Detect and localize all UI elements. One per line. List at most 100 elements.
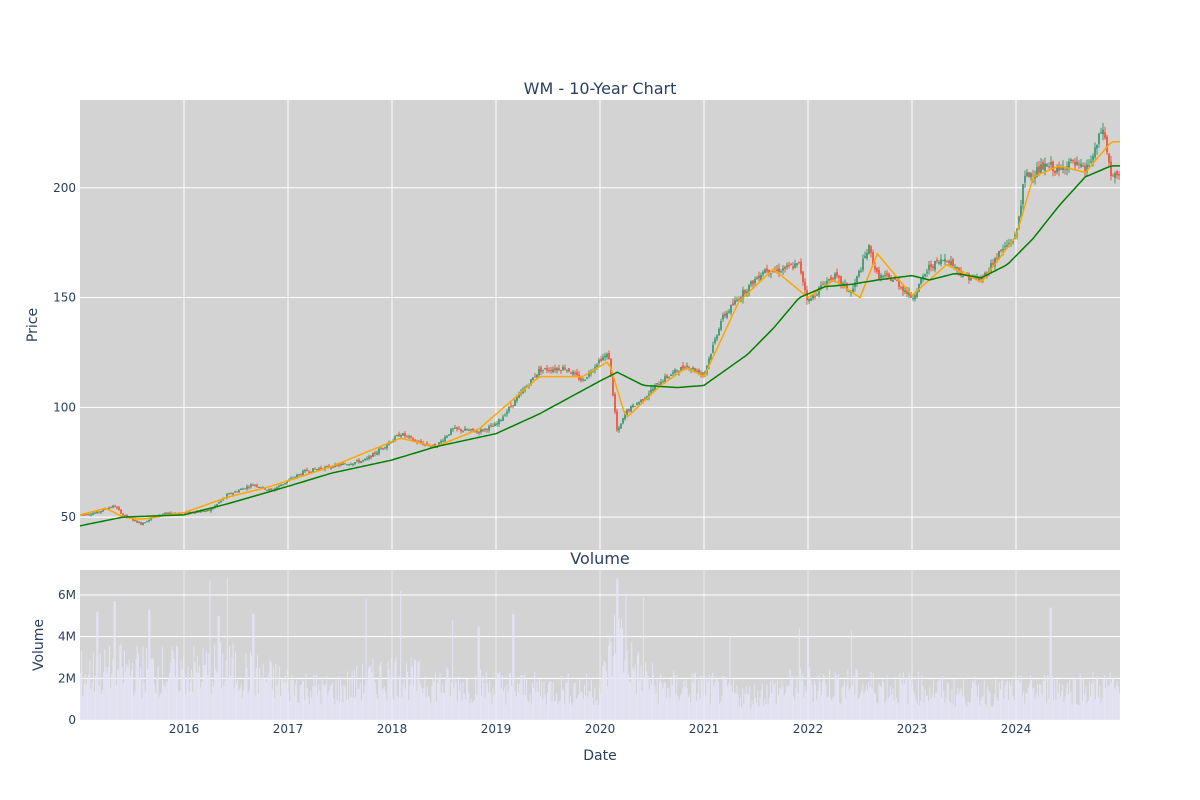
candle-body (668, 376, 670, 378)
candle-body (100, 511, 102, 513)
volume-bar (245, 653, 247, 720)
volume-bar (795, 687, 797, 720)
volume-bar (274, 697, 276, 720)
volume-bar (826, 698, 828, 720)
volume-bar (206, 651, 207, 720)
candle-body (506, 411, 508, 415)
volume-x-axis-title: Date (583, 748, 616, 764)
candle-body (350, 464, 352, 466)
candle-body (1104, 132, 1106, 138)
candle-body (320, 467, 322, 469)
candle-body (200, 510, 202, 513)
volume-bar (967, 700, 969, 720)
volume-bar (463, 693, 465, 720)
volume-bar (312, 686, 314, 720)
candle-body (248, 486, 250, 488)
candle-body (126, 514, 128, 517)
candle-body (1048, 166, 1050, 168)
candle-body (472, 428, 474, 431)
volume-bar (979, 705, 981, 720)
candle-body (510, 405, 512, 407)
volume-bar (100, 693, 102, 720)
volume-bar (779, 688, 781, 720)
volume-bar (223, 685, 225, 720)
volume-bar (690, 702, 692, 720)
candle-body (946, 260, 948, 262)
volume-bar (492, 687, 494, 720)
volume-bar (132, 662, 134, 720)
candle-body (802, 271, 804, 283)
volume-bar (913, 691, 915, 720)
volume-bar (163, 684, 165, 720)
volume-bar (544, 694, 546, 720)
volume-bar (104, 649, 106, 720)
candle-body (962, 276, 964, 278)
candle-body (640, 399, 642, 402)
candle-body (398, 433, 400, 437)
volume-bar (600, 693, 602, 720)
volume-bar (95, 676, 97, 720)
candle-body (456, 427, 458, 429)
volume-bar (834, 672, 836, 720)
volume-bar (1053, 699, 1055, 720)
candle-body (832, 278, 834, 280)
volume-bar (668, 688, 670, 720)
volume-bar (333, 697, 335, 720)
volume-bar (684, 686, 686, 720)
volume-bar (1064, 696, 1066, 720)
candle-body (194, 512, 196, 514)
volume-bar (709, 703, 711, 720)
volume-bar (879, 686, 881, 720)
volume-bar (580, 691, 582, 720)
candle-body (164, 513, 166, 515)
volume-bar (716, 678, 718, 720)
candle-body (688, 367, 690, 369)
volume-bar (1033, 687, 1035, 720)
volume-bar (262, 663, 264, 720)
volume-bar (1088, 681, 1090, 720)
candle-body (208, 509, 210, 511)
candle-body (1002, 248, 1004, 251)
volume-bar (336, 700, 338, 720)
candle-body (268, 489, 270, 491)
volume-bar (958, 693, 960, 720)
volume-bar (527, 700, 529, 720)
candle-body (438, 442, 440, 446)
volume-bar (165, 682, 167, 720)
volume-bar (254, 695, 256, 720)
volume-bar (945, 697, 947, 720)
volume-bar (363, 693, 365, 720)
volume-bar (521, 675, 523, 720)
volume-bar (334, 704, 336, 720)
volume-bar (867, 690, 868, 720)
volume-bar (228, 677, 229, 720)
volume-bar (1060, 696, 1061, 720)
volume-bar (864, 689, 866, 720)
candle-body (228, 493, 230, 495)
volume-bar (719, 703, 721, 720)
candle-body (420, 441, 422, 444)
candle-body (968, 273, 970, 281)
volume-bar (370, 666, 372, 720)
volume-bar (305, 674, 307, 720)
volume-bar (989, 693, 991, 720)
volume-bar (951, 689, 953, 720)
volume-bar (80, 672, 82, 720)
volume-bar (266, 682, 268, 720)
volume-bar (506, 684, 508, 720)
candle-body (674, 369, 676, 373)
volume-bar (996, 697, 998, 720)
candle-body (1076, 161, 1078, 165)
volume-bar (489, 680, 491, 720)
volume-bar (137, 653, 139, 720)
volume-bar (431, 686, 433, 720)
x-tick-label: 2018 (377, 722, 408, 736)
candle-body (1072, 160, 1074, 162)
volume-bar (1031, 679, 1033, 720)
volume-bar (298, 703, 300, 720)
volume-bar (997, 700, 999, 720)
volume-bar (877, 703, 879, 720)
candle-body (654, 385, 656, 391)
volume-bar (390, 658, 392, 720)
volume-bar (219, 642, 221, 720)
